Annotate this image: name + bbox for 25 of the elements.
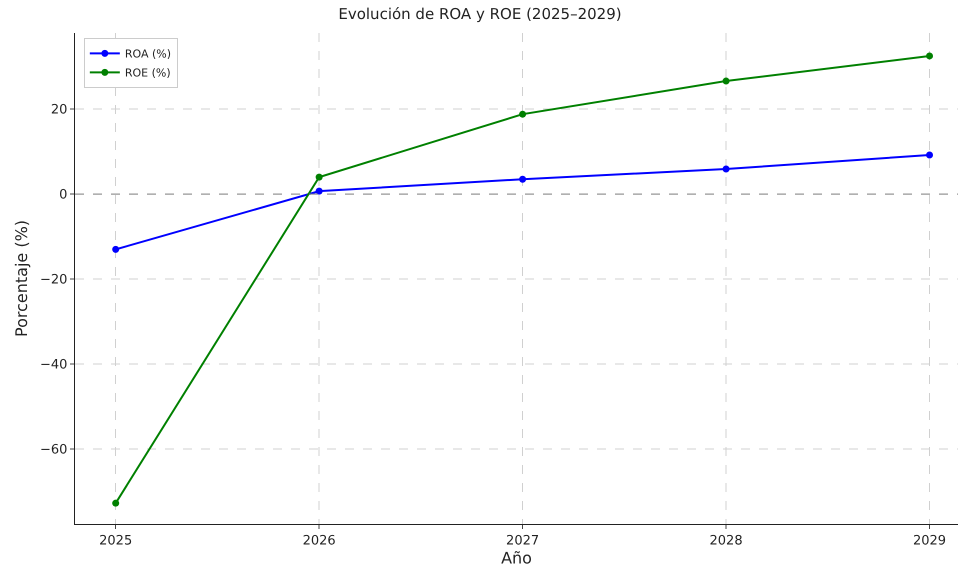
x-tick-label: 2026 (302, 534, 336, 549)
x-tick-label: 2027 (506, 534, 540, 549)
y-tick-label: −20 (40, 272, 68, 288)
legend-label: ROE (%) (124, 66, 171, 80)
point (316, 188, 323, 195)
y-axis-title: Porcentaje (%) (12, 220, 31, 338)
point (316, 174, 323, 181)
point (926, 52, 934, 60)
point (926, 152, 934, 159)
y-tick-label: 0 (59, 188, 68, 203)
x-tick-label: 2025 (99, 534, 132, 549)
point (112, 246, 120, 253)
y-tick-label: −40 (40, 358, 68, 373)
point (722, 166, 730, 173)
chart-title: Evolución de ROA y ROE (2025–2029) (338, 5, 622, 24)
x-axis-title: Año (501, 548, 532, 568)
point (519, 110, 526, 118)
legend-label: ROA (%) (124, 48, 171, 61)
x-tick-label: 2029 (912, 534, 946, 549)
x-tick-label: 2028 (710, 534, 743, 549)
y-tick-label: −60 (40, 442, 68, 458)
point (722, 78, 730, 85)
point (519, 176, 526, 183)
point (112, 500, 120, 507)
y-tick-label: 20 (50, 102, 68, 118)
